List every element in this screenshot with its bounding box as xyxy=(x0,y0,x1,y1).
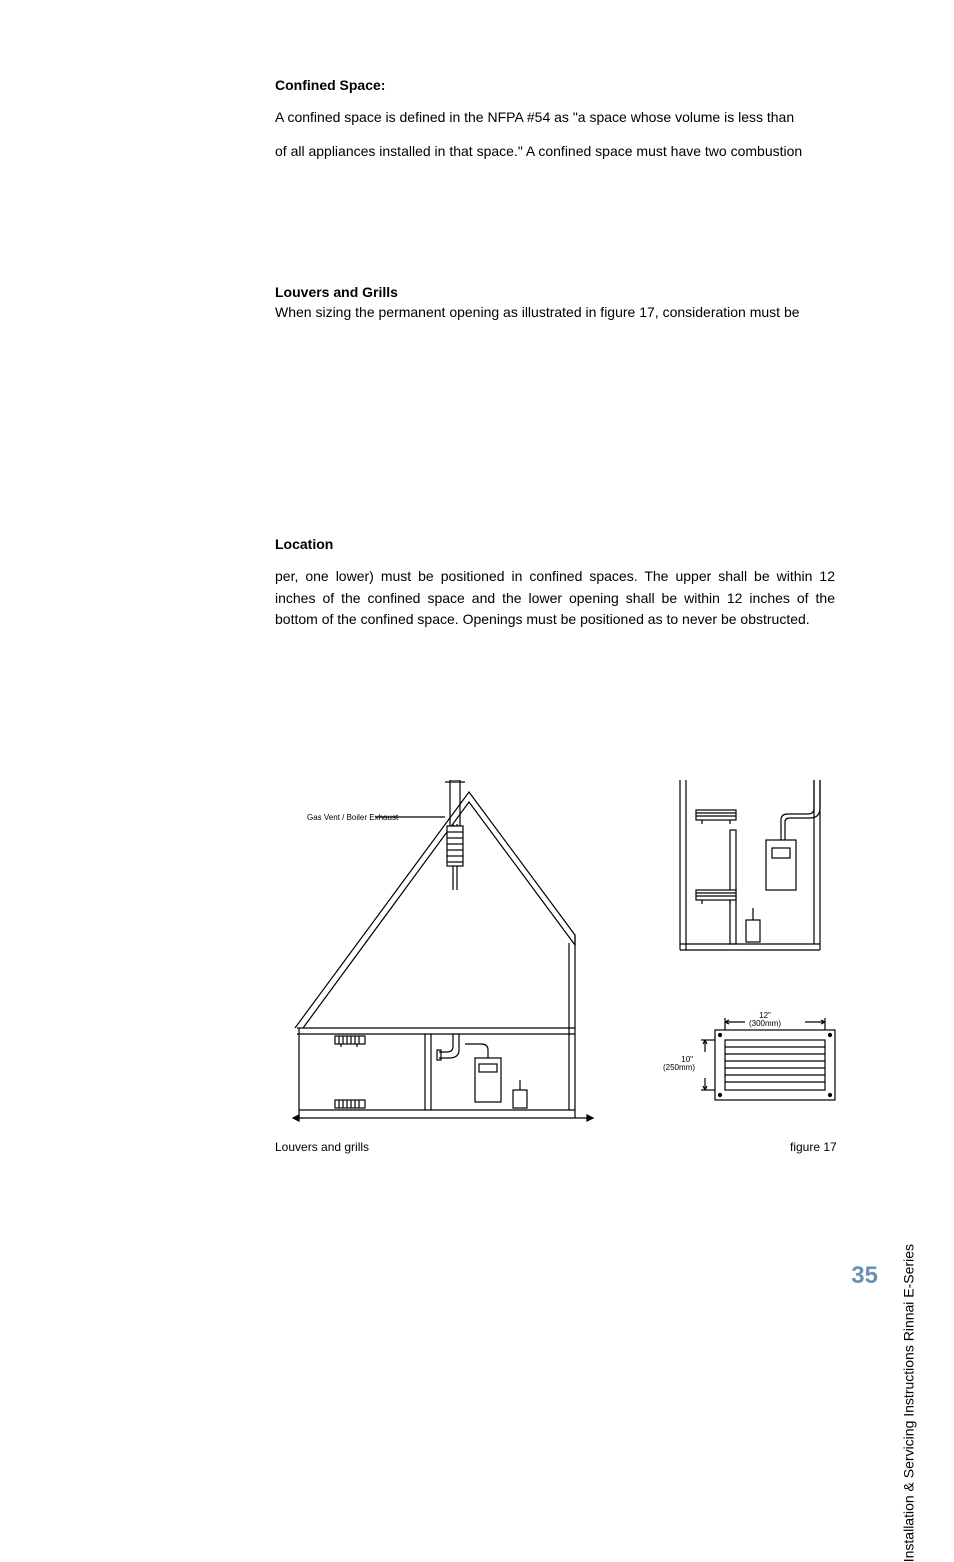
para-location-1: per, one lower) must be positioned in co… xyxy=(275,566,835,631)
para-louvers-1: When sizing the permanent opening as ill… xyxy=(275,302,835,324)
spacer xyxy=(275,336,835,536)
dim-300mm: (300mm) xyxy=(749,1019,781,1028)
heading-confined-space: Confined Space: xyxy=(275,77,835,93)
diagram-svg: Gas Vent / Boiler Exhaust xyxy=(275,780,840,1190)
para-confined-2: of all appliances installed in that spac… xyxy=(275,141,835,163)
dim-250mm: (250mm) xyxy=(663,1063,695,1072)
side-title: Installation & Servicing Instructions Ri… xyxy=(900,1244,916,1562)
label-gas-vent: Gas Vent / Boiler Exhaust xyxy=(307,813,399,822)
house-left xyxy=(293,780,593,1121)
caption-figure-17: figure 17 xyxy=(790,1140,837,1154)
document-content: Confined Space: A confined space is defi… xyxy=(275,77,835,643)
heading-louvers: Louvers and Grills xyxy=(275,284,835,300)
heading-location: Location xyxy=(275,536,835,552)
caption-louvers-grills: Louvers and grills xyxy=(275,1140,369,1154)
detail-grille xyxy=(701,1018,835,1100)
detail-top-right xyxy=(680,780,820,950)
page-number: 35 xyxy=(851,1262,878,1290)
figure-17: Gas Vent / Boiler Exhaust xyxy=(275,780,840,1190)
para-confined-1: A confined space is defined in the NFPA … xyxy=(275,107,835,129)
spacer xyxy=(275,174,835,284)
